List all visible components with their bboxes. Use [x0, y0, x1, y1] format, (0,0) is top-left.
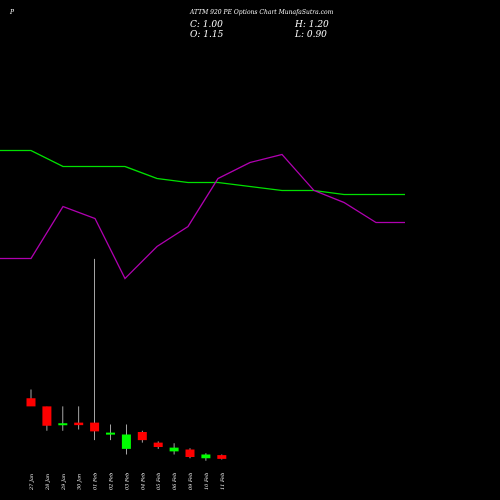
candle-body	[201, 454, 211, 459]
candle-body	[26, 398, 36, 407]
x-tick-label: 01 Feb	[93, 473, 99, 490]
x-tick-label: 27 Jan	[29, 474, 35, 491]
indicator-lines	[0, 149, 405, 280]
candlestick-series	[26, 258, 227, 461]
candle-body	[74, 422, 84, 426]
candle-06-feb	[169, 443, 179, 455]
candle-03-feb	[121, 424, 131, 455]
close-value: C: 1.00	[190, 20, 223, 30]
candle-10-feb	[201, 453, 211, 461]
x-tick-label: 10 Feb	[204, 473, 210, 490]
candle-body	[153, 442, 163, 447]
candle-28-jan	[42, 406, 52, 431]
candle-29-jan	[58, 406, 68, 431]
open-value: O: 1.15	[190, 30, 224, 40]
candle-body	[217, 455, 227, 459]
x-tick-label: 30 Jan	[77, 474, 83, 490]
x-tick-label: 28 Jan	[45, 474, 51, 491]
candle-27-jan	[26, 389, 36, 407]
x-tick-label: 11 Feb	[220, 473, 226, 490]
candle-body	[169, 447, 179, 452]
x-tick-label: 09 Feb	[188, 473, 194, 490]
candle-30-jan	[74, 406, 84, 430]
chart-title: ATTM 920 PE Options Chart MunafaSutra.co…	[189, 9, 334, 16]
x-tick-label: 29 Jan	[61, 474, 67, 491]
candle-04-feb	[137, 430, 147, 443]
x-tick-label: 05 Feb	[156, 473, 162, 490]
x-tick-label: 06 Feb	[172, 473, 178, 490]
x-tick-label: 04 Feb	[140, 473, 146, 490]
candle-01-feb	[90, 258, 100, 441]
candle-body	[185, 449, 195, 457]
candle-05-feb	[153, 441, 163, 449]
magenta-indicator-line	[0, 153, 405, 280]
x-tick-label: 02 Feb	[109, 473, 115, 490]
candle-body	[106, 432, 115, 435]
x-tick-label: 03 Feb	[124, 473, 130, 490]
high-value: H: 1.20	[294, 20, 329, 30]
candle-body	[90, 422, 100, 432]
candle-body	[42, 406, 52, 426]
low-value: L: 0.90	[294, 30, 327, 40]
green-indicator-line	[0, 149, 405, 196]
candle-11-feb	[217, 454, 227, 460]
candle-body	[58, 423, 68, 426]
candle-09-feb	[185, 448, 195, 459]
x-axis-ticks: 27 Jan 28 Jan 29 Jan 30 Jan 01 Feb 02 Feb 03 F…	[29, 473, 226, 491]
symbol-label: P	[9, 9, 15, 16]
candle-02-feb	[106, 424, 115, 441]
candle-body	[137, 432, 147, 441]
candle-body	[121, 434, 131, 449]
